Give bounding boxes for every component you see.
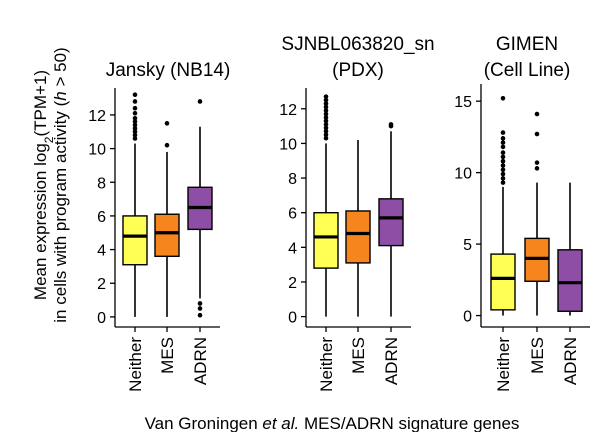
- panel-jansky: Jansky (NB14) 0 2 4 6 8 10 12 Neither MES ADRN: [88, 60, 230, 392]
- outlier-point: [500, 176, 506, 181]
- outlier-point: [132, 126, 138, 131]
- y-axis-label-line2: in cells with program activity (h > 50): [51, 47, 70, 322]
- panel-title-line: Jansky (NB14): [106, 60, 231, 81]
- outlier-point: [132, 132, 138, 138]
- y-tick-label: 2: [97, 276, 106, 293]
- x-tick-label: ADRN: [382, 337, 401, 385]
- y-tick-label: 2: [288, 275, 297, 292]
- outlier-point: [132, 115, 138, 121]
- x-tick-label: Neither: [126, 337, 145, 392]
- outlier-point: [500, 158, 506, 164]
- box-adrn: [557, 249, 583, 312]
- outlier-point: [197, 99, 203, 104]
- outlier-point: [323, 101, 329, 106]
- y-tick-label: 10: [279, 136, 297, 153]
- y-tick-label: 15: [454, 94, 472, 111]
- y-tick-label: 10: [454, 166, 472, 183]
- outlier-point: [534, 111, 540, 117]
- y-tick-label: 5: [463, 237, 472, 254]
- y-tick-label: 8: [288, 171, 297, 188]
- outlier-point: [500, 140, 506, 145]
- figure-caption: Van Groningen et al. MES/ADRN signature …: [145, 414, 520, 432]
- outlier-point: [323, 111, 329, 117]
- outlier-point: [132, 119, 138, 124]
- y-tick-label: 4: [288, 240, 297, 257]
- outlier-point: [323, 115, 329, 120]
- box-mes: [345, 210, 371, 264]
- box-mes: [154, 213, 180, 258]
- x-tick-label: Neither: [317, 337, 336, 392]
- outlier-point: [197, 301, 203, 306]
- outlier-point: [500, 150, 506, 155]
- outlier-point: [500, 163, 506, 168]
- outlier-point: [388, 122, 394, 127]
- y-tick-label: 6: [97, 209, 106, 226]
- panel-title-line: (Cell Line): [484, 60, 571, 81]
- outlier-point: [323, 108, 329, 113]
- panel-title-line: (PDX): [332, 60, 384, 81]
- x-tick-label: MES: [158, 337, 177, 374]
- outlier-point: [132, 129, 138, 135]
- outlier-point: [500, 130, 506, 135]
- outlier-point: [500, 154, 506, 160]
- outlier-point: [323, 122, 329, 127]
- y-tick-label: 6: [288, 206, 297, 223]
- x-tick-label: MES: [349, 337, 368, 374]
- outlier-point: [323, 128, 329, 134]
- box-adrn: [378, 198, 404, 247]
- x-tick-label: ADRN: [191, 337, 210, 385]
- outlier-point: [500, 136, 506, 141]
- panel-title-line: SJNBL063820_sn: [281, 34, 434, 55]
- outlier-point: [500, 144, 506, 150]
- outlier-point: [500, 167, 506, 173]
- outlier-point: [323, 118, 329, 124]
- outlier-point: [323, 135, 329, 141]
- y-tick-label: 0: [288, 310, 297, 327]
- outlier-point: [500, 95, 506, 101]
- box-neither: [122, 215, 148, 266]
- outlier-point: [132, 110, 138, 116]
- y-axis-label-line1: Mean expression log2(TPM+1): [31, 70, 56, 300]
- outlier-point: [323, 97, 329, 103]
- panel-gimen: GIMEN (Cell Line) 0 5 10 15 Neither MES ADRN: [454, 34, 590, 392]
- outlier-point: [132, 136, 138, 141]
- outlier-point: [323, 125, 329, 131]
- outlier-point: [534, 166, 540, 171]
- y-tick-label: 8: [97, 175, 106, 192]
- outlier-point: [500, 171, 506, 177]
- outlier-point: [132, 99, 138, 104]
- y-tick-label: 12: [88, 108, 106, 125]
- y-tick-label: 4: [97, 243, 106, 260]
- panel-title-line: GIMEN: [496, 34, 558, 55]
- outlier-point: [197, 312, 203, 318]
- y-tick-label: 0: [463, 309, 472, 326]
- x-tick-label: MES: [528, 337, 547, 374]
- x-tick-label: Neither: [494, 337, 513, 392]
- outlier-point: [132, 122, 138, 128]
- outlier-point: [323, 94, 329, 99]
- y-tick-label: 10: [88, 142, 106, 159]
- outlier-point: [323, 132, 329, 138]
- outlier-point: [534, 131, 540, 137]
- outlier-point: [534, 160, 540, 165]
- panel-sjnbl063820: SJNBL063820_sn (PDX) 0 2 4 6 8 10 12 Neither MES AD…: [279, 34, 434, 392]
- outlier-point: [132, 105, 138, 111]
- outlier-point: [164, 142, 170, 148]
- y-tick-label: 12: [279, 102, 297, 119]
- x-tick-label: ADRN: [561, 337, 580, 385]
- box-neither: [490, 253, 516, 311]
- box-neither: [313, 211, 339, 269]
- outlier-point: [500, 180, 506, 185]
- outlier-point: [164, 121, 170, 126]
- outlier-point: [323, 104, 329, 110]
- outlier-point: [132, 92, 138, 98]
- outlier-point: [197, 306, 203, 311]
- y-tick-label: 0: [97, 310, 106, 327]
